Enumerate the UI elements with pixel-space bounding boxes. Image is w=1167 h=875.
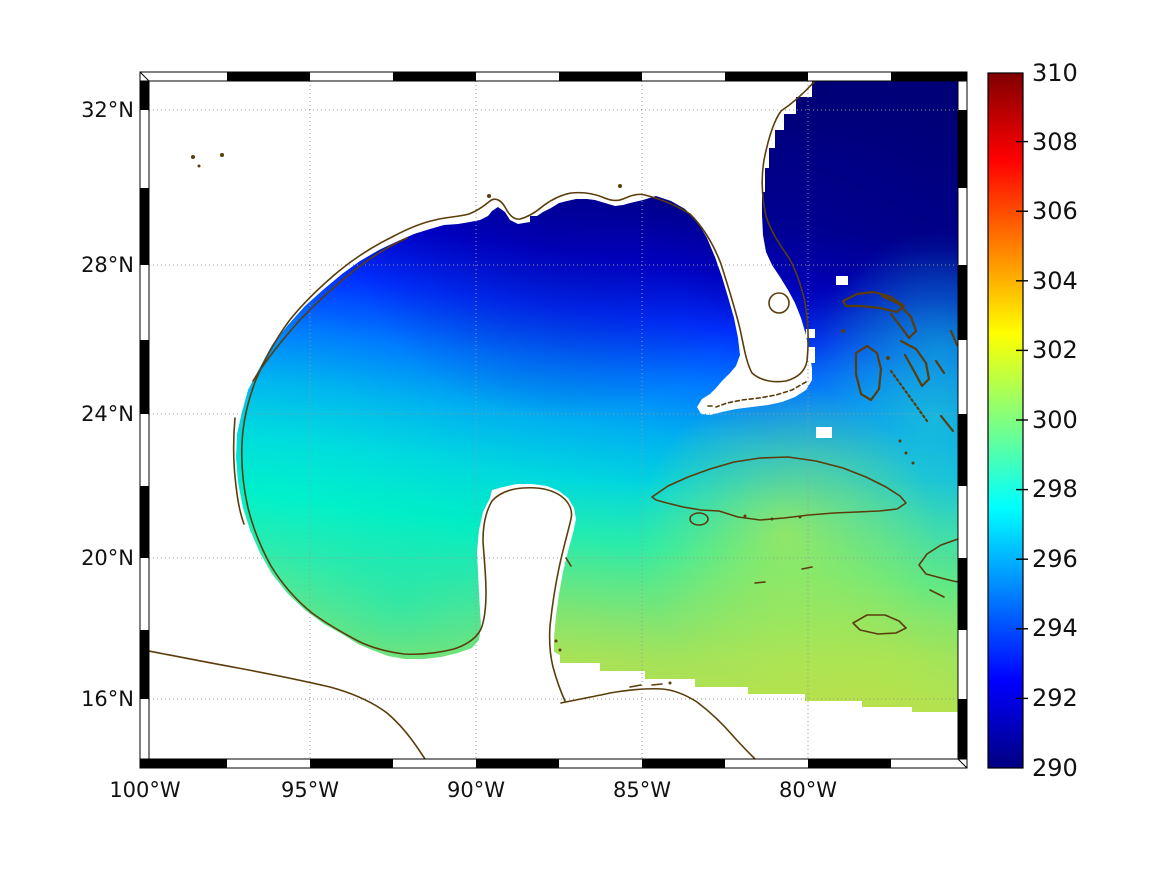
cbar-label-310: 310: [1032, 59, 1078, 87]
coastline-texas-barrier-islands: [252, 237, 408, 382]
island-andros: [854, 344, 883, 402]
cbar-label-296: 296: [1032, 545, 1078, 573]
nodata-patch-bahama-bank-1: [836, 276, 848, 285]
frame-corner-miters: [139, 71, 968, 769]
coastline-bahamas: [841, 290, 958, 433]
island-bay-islands: [629, 683, 663, 688]
lake-okeechobee: [768, 292, 790, 314]
island-eleuthera: [899, 339, 931, 388]
lat-label-24N: 24°N: [81, 402, 134, 426]
lon-label-85W: 85°W: [613, 778, 671, 802]
coastline-honduras: [560, 687, 756, 759]
island-caymans: [754, 566, 813, 584]
cbar-label-294: 294: [1032, 614, 1078, 642]
lat-label-16N: 16°N: [81, 687, 134, 711]
coastline-us-mexico-yucatan: [240, 81, 816, 702]
frame-right-black-segments: [958, 110, 967, 768]
coastline-jamaica: [852, 614, 907, 635]
coastline-gonave: [929, 589, 945, 598]
island-cat: [934, 359, 946, 375]
coastline-laguna-madre: [232, 417, 245, 525]
sst-data-field: [149, 81, 958, 759]
coastline-hispaniola: [918, 538, 958, 583]
coastline-isle-of-youth: [689, 512, 709, 526]
frame-top-black-segments: [227, 72, 967, 81]
nodata-patch-bahama-bank-2: [798, 347, 815, 363]
island-abaco: [880, 294, 918, 340]
lat-label-20N: 20°N: [81, 546, 134, 570]
frame-bottom-black-segments: [140, 759, 891, 768]
coastline-florida-keys: [715, 381, 807, 408]
x-axis-labels: 100°W 95°W 90°W 85°W 80°W: [109, 778, 837, 802]
small-islets: [191, 153, 915, 685]
nodata-patch-cay-sal: [816, 427, 832, 438]
colorbar-ticks: [1016, 140, 1028, 700]
cbar-label-302: 302: [1032, 336, 1078, 364]
island-cozumel: [565, 557, 572, 567]
island-right-edge: [949, 329, 958, 347]
lon-label-95W: 95°W: [281, 778, 339, 802]
y-axis-labels: 32°N 28°N 24°N 20°N 16°N: [81, 98, 134, 711]
cbar-label-298: 298: [1032, 475, 1078, 503]
coastlines: [149, 81, 958, 759]
zebra-frame: [139, 71, 968, 769]
nodata-patch-bahama-bank-3: [806, 329, 815, 338]
lon-label-100W: 100°W: [109, 778, 181, 802]
island-grand-bahama: [841, 290, 906, 314]
frame-left-black-segments: [140, 72, 149, 699]
island-exuma-chain: [889, 369, 929, 423]
coastline-cuba: [651, 456, 907, 521]
island-long: [939, 414, 955, 433]
lon-label-90W: 90°W: [447, 778, 505, 802]
lon-label-80W: 80°W: [779, 778, 837, 802]
land-nodata-mask: [149, 81, 958, 759]
lat-label-32N: 32°N: [81, 98, 134, 122]
colorbar: 310 308 306 304 302 300 298 296 294 292 …: [987, 59, 1078, 782]
lat-label-28N: 28°N: [81, 253, 134, 277]
cbar-label-292: 292: [1032, 684, 1078, 712]
cbar-label-304: 304: [1032, 267, 1078, 295]
cbar-label-306: 306: [1032, 197, 1078, 225]
coastline-pacific-mexico: [149, 650, 426, 759]
cbar-label-290: 290: [1032, 754, 1078, 782]
cbar-label-300: 300: [1032, 406, 1078, 434]
cbar-label-308: 308: [1032, 128, 1078, 156]
colorbar-labels: 310 308 306 304 302 300 298 296 294 292 …: [1032, 59, 1078, 782]
